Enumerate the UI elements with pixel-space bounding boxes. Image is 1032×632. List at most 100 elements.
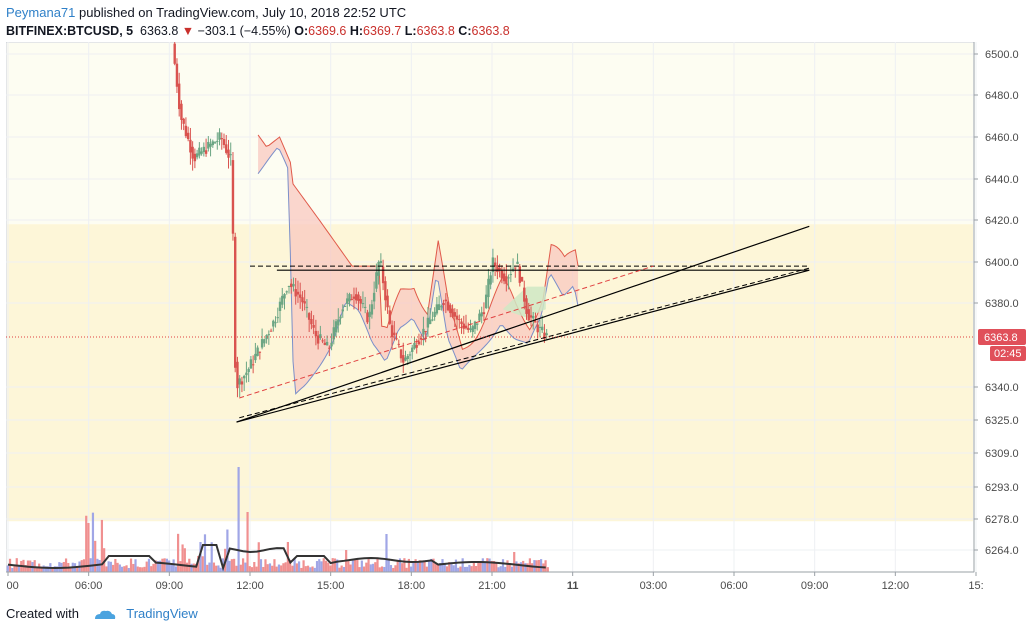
candle-body [386, 295, 389, 308]
volume-bar [114, 558, 117, 572]
volume-bar [190, 563, 193, 572]
time-tick-label: 12:00 [882, 580, 910, 592]
volume-bar [358, 567, 361, 572]
candle-body [325, 341, 329, 346]
candle-body [240, 381, 244, 385]
price-chart[interactable]: 6500.0 6480.0 6460.0 6440.0 6420.0 6400.0 6380… [0, 36, 1026, 597]
background-zones [7, 43, 973, 522]
volume-bar [210, 542, 213, 572]
price-tick-label: 6325.0 [985, 415, 1019, 427]
candle-body [343, 305, 347, 307]
candle-body [213, 142, 217, 144]
candle-body [195, 153, 199, 158]
volume-bar [383, 566, 386, 572]
volume-bar [300, 567, 303, 572]
volume-bar [526, 563, 529, 572]
candle-body [254, 353, 257, 361]
volume-bar [450, 562, 453, 572]
volume-bar [472, 562, 475, 572]
price-tick-label: 6380.0 [985, 298, 1019, 310]
candle-body [319, 334, 322, 338]
candle-body [433, 311, 436, 317]
volume-bar [250, 567, 254, 572]
candle-body [229, 154, 232, 156]
trendline-drawings[interactable] [6, 225, 974, 423]
candle-body [198, 147, 201, 156]
candle-body [520, 276, 524, 282]
volume-bar [228, 560, 231, 572]
volume-bar [125, 565, 128, 572]
volume-bar [203, 534, 207, 572]
candle-body [348, 294, 351, 302]
volume-bar [546, 567, 549, 572]
candle-body [493, 262, 497, 267]
candle-body [377, 261, 380, 276]
candle-body [446, 301, 450, 311]
upper-trendline [236, 225, 810, 423]
volume-bar [519, 562, 523, 572]
volume-bar [327, 562, 330, 572]
close-label: C: [458, 24, 472, 38]
candle-body [211, 141, 215, 146]
volume-bar [201, 556, 204, 572]
volume-bar [241, 558, 245, 572]
volume-bar [136, 566, 139, 572]
range-zone [7, 224, 973, 522]
volume-bar [134, 559, 137, 572]
volume-bar [376, 558, 379, 572]
candle-body [238, 378, 241, 385]
volume-bar [147, 558, 151, 572]
candle-body [379, 260, 383, 264]
time-tick-label: 06:00 [75, 580, 103, 592]
candle-body [207, 141, 210, 149]
volume-bar [486, 558, 489, 572]
volume-bar [273, 559, 276, 572]
volume-bar [434, 563, 437, 572]
volume-bar [165, 558, 168, 572]
symbol-label: BITFINEX:BTCUSD, 5 [6, 24, 134, 38]
kumo-bear-area [258, 134, 579, 394]
candle-body [527, 309, 530, 321]
volume-bar [156, 561, 160, 572]
candle-body [189, 139, 192, 153]
candle-body [330, 342, 333, 347]
volume-bar [410, 566, 413, 572]
chart-area[interactable]: 6500.0 6480.0 6460.0 6440.0 6420.0 6400.0 6380… [0, 36, 1026, 597]
last-price: 6363.8 [140, 24, 179, 38]
price-tick-label: 6440.0 [985, 174, 1019, 186]
lower-trendline [236, 269, 810, 423]
volume-bar [212, 562, 216, 572]
red-dashed-trend [239, 265, 654, 399]
candle-body [222, 139, 226, 145]
time-axis[interactable]: 3:00 06:00 09:00 12:00 15:00 18:00 21:00 11 03:0… [0, 571, 984, 592]
author-name[interactable]: Peymana71 [6, 5, 76, 20]
chart-header: Peymana71 published on TradingView.com, … [6, 4, 1026, 40]
volume-bar [329, 565, 332, 572]
volume-bar [253, 561, 256, 572]
volume-bar [374, 562, 377, 572]
candle-body [366, 312, 369, 323]
volume-bar [112, 564, 115, 572]
candle-body [532, 315, 535, 319]
volume-bar [116, 562, 119, 572]
ichimoku-cloud [257, 134, 579, 395]
candle-body [449, 305, 452, 314]
ohlc-line: BITFINEX:BTCUSD, 5 6363.8 ▼ −303.1 (−4.5… [6, 22, 1026, 40]
candle-body [484, 294, 488, 309]
high-label: H: [349, 24, 364, 38]
candle-body [422, 328, 425, 335]
tradingview-brand[interactable]: TradingView [126, 606, 198, 621]
candle-body [337, 319, 340, 326]
volume-bar [230, 559, 233, 572]
volume-bar [217, 565, 220, 572]
volume-bar [118, 564, 121, 572]
price-axis[interactable]: 6500.0 6480.0 6460.0 6440.0 6420.0 6400.0 6380… [973, 42, 1019, 572]
price-tick-label: 6264.0 [985, 545, 1019, 557]
candle-body [265, 335, 268, 340]
volume-bar [235, 565, 238, 572]
price-badges: 6363.8 02:45 [978, 329, 1026, 361]
candle-body [505, 276, 508, 284]
candle-body [332, 327, 336, 340]
volume-bar [129, 558, 133, 572]
candle-body [491, 257, 495, 273]
